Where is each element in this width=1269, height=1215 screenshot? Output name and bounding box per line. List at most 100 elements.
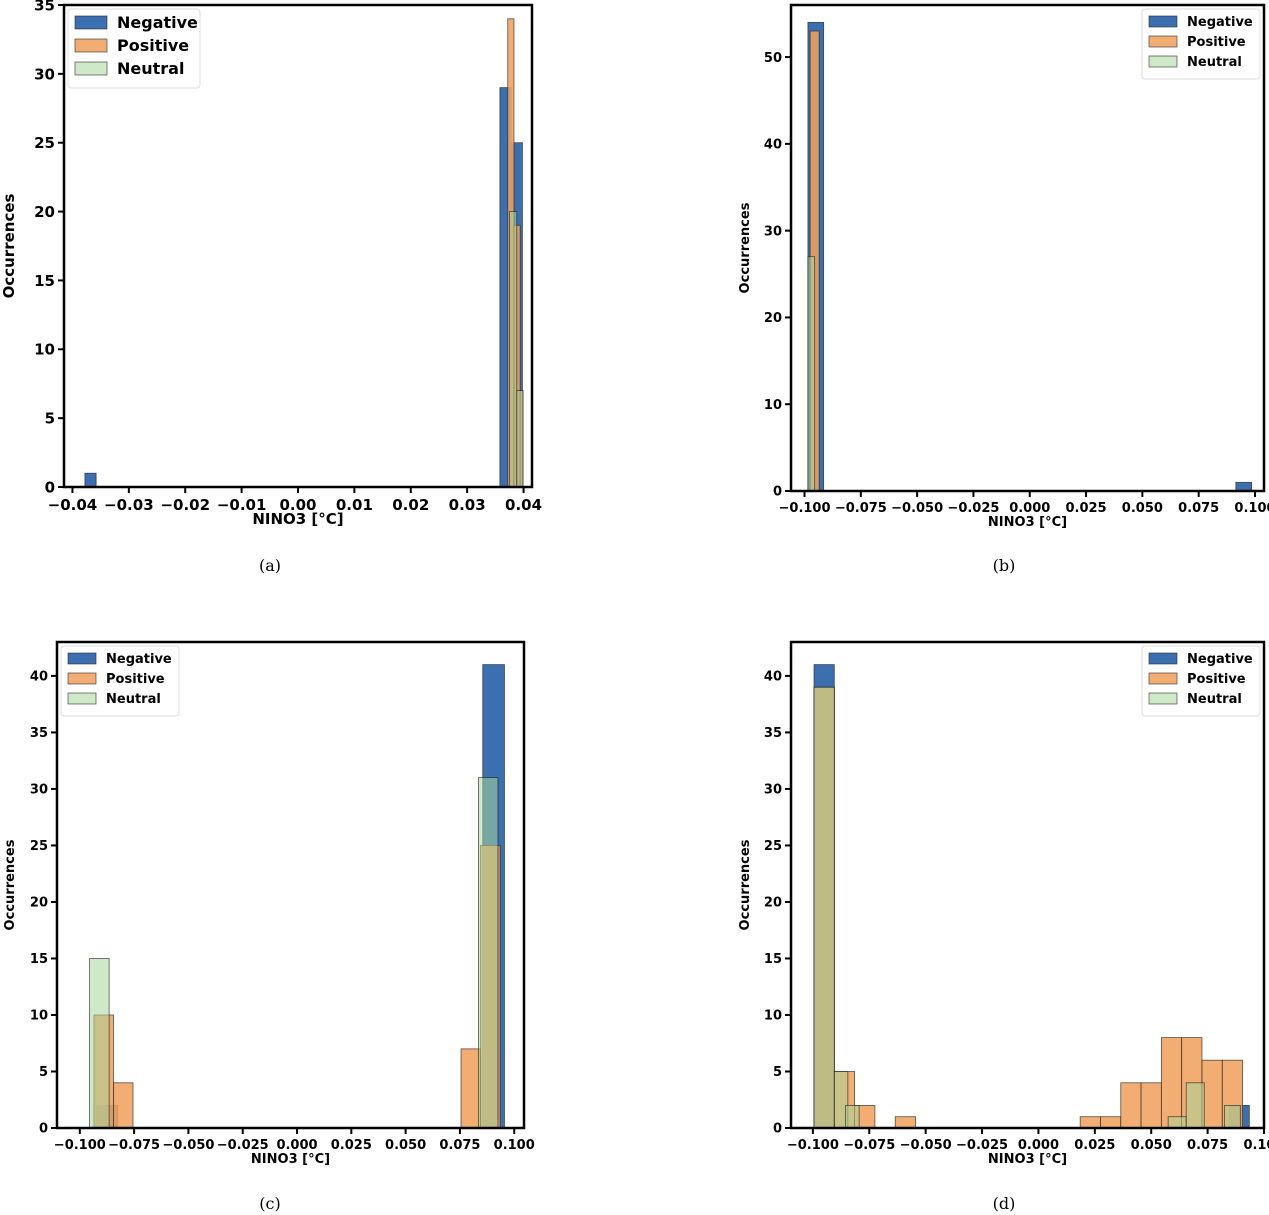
bars-c <box>89 664 505 1129</box>
x-tick-label: 0.050 <box>1131 1138 1172 1153</box>
bar-neutral-0 <box>509 211 518 488</box>
y-axis-label: Occurrences <box>0 194 18 299</box>
legend-label-negative: Negative <box>117 13 198 32</box>
x-axis-label: NINO3 [°C] <box>251 1152 330 1167</box>
x-tick-label: 0.000 <box>1009 501 1050 516</box>
y-tick-label: 50 <box>764 51 782 66</box>
y-tick-label: 30 <box>764 224 782 239</box>
y-tick-label: 20 <box>764 311 782 326</box>
x-axis-label: NINO3 [°C] <box>988 515 1067 530</box>
legend-b: Negative Positive Neutral <box>1141 8 1261 80</box>
bar-positive-1 <box>113 1082 134 1129</box>
x-axis-label: NINO3 [°C] <box>988 1152 1067 1167</box>
x-tick-label: −0.050 <box>891 501 943 516</box>
x-tick-label: −0.01 <box>217 496 267 514</box>
x-tick-label: −0.075 <box>108 1138 160 1153</box>
bar-neutral-1 <box>516 390 524 488</box>
histogram-panel-b: −0.100 −0.075 −0.050 −0.025 0.000 0.025 0.050 0… <box>738 3 1269 530</box>
histogram-panel-a: −0.04 −0.03 −0.02 −0.01 0.00 0.01 0.02 0.03 0.04… <box>0 0 542 528</box>
bar-positive-8 <box>1160 1037 1183 1129</box>
histogram-panel-c: −0.100 −0.075 −0.050 −0.025 0.000 0.025 0.050 0… <box>3 640 535 1167</box>
x-tick-label: 0.100 <box>494 1138 535 1153</box>
x-tick-label: −0.050 <box>162 1138 214 1153</box>
legend-swatch-neutral <box>74 61 108 76</box>
y-tick-label: 0 <box>45 478 55 496</box>
y-tick-label: 35 <box>764 726 782 741</box>
x-tick-label: 0.02 <box>392 496 429 514</box>
x-tick-label: −0.100 <box>787 1138 839 1153</box>
legend-label-negative: Negative <box>1187 15 1253 30</box>
y-tick-label: 35 <box>34 0 55 14</box>
x-tick-label: 0.04 <box>505 496 542 514</box>
bars-b <box>807 21 1253 492</box>
bar-neutral-1 <box>477 777 499 1129</box>
legend-label-neutral: Neutral <box>117 59 184 78</box>
y-tick-label: 20 <box>34 203 55 221</box>
x-tick-label: −0.025 <box>947 501 999 516</box>
legend-swatch-negative <box>1148 652 1178 665</box>
x-tick-label: 0.050 <box>385 1138 426 1153</box>
x-tick-label: 0.000 <box>1018 1138 1059 1153</box>
x-tick-label: 0.025 <box>331 1138 372 1153</box>
bar-positive-7 <box>1140 1082 1162 1129</box>
caption-c: (c) <box>259 1194 281 1213</box>
bar-neutral-5 <box>1224 1104 1241 1129</box>
y-tick-label: 40 <box>764 670 782 685</box>
y-tick-label: 15 <box>34 272 55 290</box>
legend-label-negative: Negative <box>1187 652 1253 667</box>
x-tick-label: −0.025 <box>217 1138 269 1153</box>
y-tick-label: 10 <box>34 341 55 359</box>
y-tick-label: 5 <box>39 1065 48 1080</box>
x-tick-label: 0.03 <box>449 496 486 514</box>
legend-swatch-negative <box>74 15 108 30</box>
bars-d <box>813 664 1250 1129</box>
x-tick-label: 0.00 <box>279 496 316 514</box>
y-tick-label: 10 <box>764 398 782 413</box>
caption-d: (d) <box>992 1194 1016 1213</box>
y-tick-label: 10 <box>764 1009 782 1024</box>
y-tick-label: 5 <box>45 410 55 428</box>
bar-positive-10 <box>1201 1059 1223 1129</box>
legend-swatch-negative <box>1148 15 1178 28</box>
y-tick-label: 25 <box>34 134 55 152</box>
y-tick-label: 0 <box>773 485 782 500</box>
axes-frame-d <box>789 640 1266 1130</box>
y-tick-label: 15 <box>30 952 48 967</box>
x-tick-label: 0.075 <box>1187 1138 1228 1153</box>
bar-positive-2 <box>460 1048 481 1129</box>
bars-a <box>84 18 524 488</box>
x-tick-label: 0.075 <box>1178 501 1219 516</box>
legend-label-negative: Negative <box>106 652 172 667</box>
y-tick-label: 25 <box>30 839 48 854</box>
bar-neutral-0 <box>89 958 110 1129</box>
legend-d: Negative Positive Neutral <box>1141 645 1261 717</box>
x-tick-label: 0.025 <box>1074 1138 1115 1153</box>
x-tick-label: −0.02 <box>160 496 210 514</box>
axes-frame-c <box>55 640 526 1130</box>
legend-label-positive: Positive <box>117 36 189 55</box>
y-tick-label: 30 <box>34 65 55 83</box>
y-tick-label: 20 <box>764 896 782 911</box>
y-tick-label: 35 <box>30 726 48 741</box>
y-tick-label: 5 <box>773 1065 782 1080</box>
y-tick-label: 25 <box>764 839 782 854</box>
bar-neutral-0 <box>813 686 835 1129</box>
legend-label-positive: Positive <box>1187 672 1246 687</box>
x-tick-label: 0.000 <box>276 1138 317 1153</box>
legend-swatch-neutral <box>1148 55 1178 68</box>
legend-swatch-positive <box>1148 672 1178 685</box>
axes-frame-b <box>789 3 1266 493</box>
x-tick-label: −0.075 <box>835 501 887 516</box>
legend-swatch-negative <box>67 652 97 665</box>
x-tick-label: 0.01 <box>336 496 373 514</box>
legend-label-positive: Positive <box>1187 35 1246 50</box>
histogram-panel-d: −0.100 −0.075 −0.050 −0.025 0.000 0.025 0.050 0… <box>738 640 1269 1167</box>
y-tick-label: 0 <box>39 1122 48 1137</box>
caption-b: (b) <box>992 556 1016 575</box>
legend-swatch-positive <box>74 38 108 53</box>
bar-neutral-4 <box>1185 1082 1205 1129</box>
bar-positive-5 <box>1100 1116 1122 1129</box>
legend-label-neutral: Neutral <box>1187 692 1242 707</box>
y-tick-label: 20 <box>30 896 48 911</box>
legend-c: Negative Positive Neutral <box>60 645 180 717</box>
